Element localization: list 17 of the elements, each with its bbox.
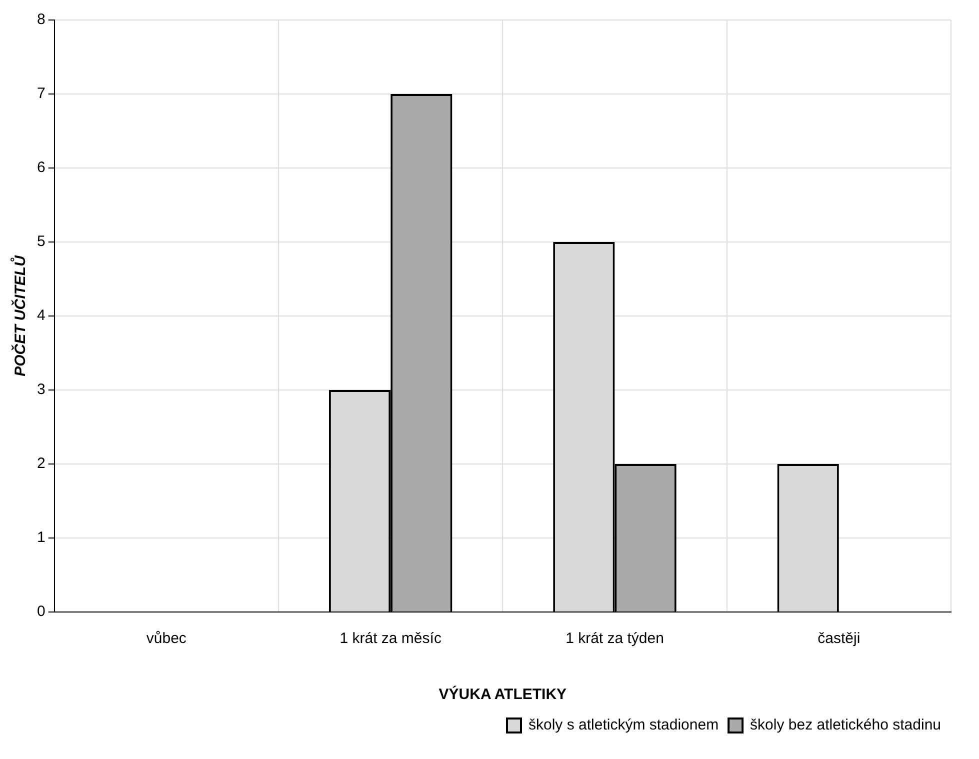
y-tick-label: 8 <box>37 11 46 28</box>
y-tick-label: 4 <box>37 307 46 324</box>
legend-label: školy bez atletického stadinu <box>750 716 942 734</box>
y-tick-label: 7 <box>37 85 46 102</box>
x-tick-label: 1 krát za týden <box>566 630 664 648</box>
y-tick-label: 1 <box>37 529 46 546</box>
x-tick-label: vůbec <box>146 630 187 648</box>
y-tick-label: 5 <box>37 233 46 250</box>
x-tick-label: častěji <box>818 630 860 648</box>
y-tick-label: 0 <box>37 603 46 620</box>
y-axis-title: POČET UČITELŮ <box>10 254 30 376</box>
y-tick-label: 2 <box>37 455 46 472</box>
x-axis-title: VÝUKA ATLETIKY <box>438 685 567 704</box>
y-tick-label: 3 <box>37 381 46 398</box>
x-tick-label: 1 krát za měsíc <box>340 630 442 648</box>
legend-label: školy s atletickým stadionem <box>528 716 719 734</box>
y-tick-label: 6 <box>37 159 46 176</box>
